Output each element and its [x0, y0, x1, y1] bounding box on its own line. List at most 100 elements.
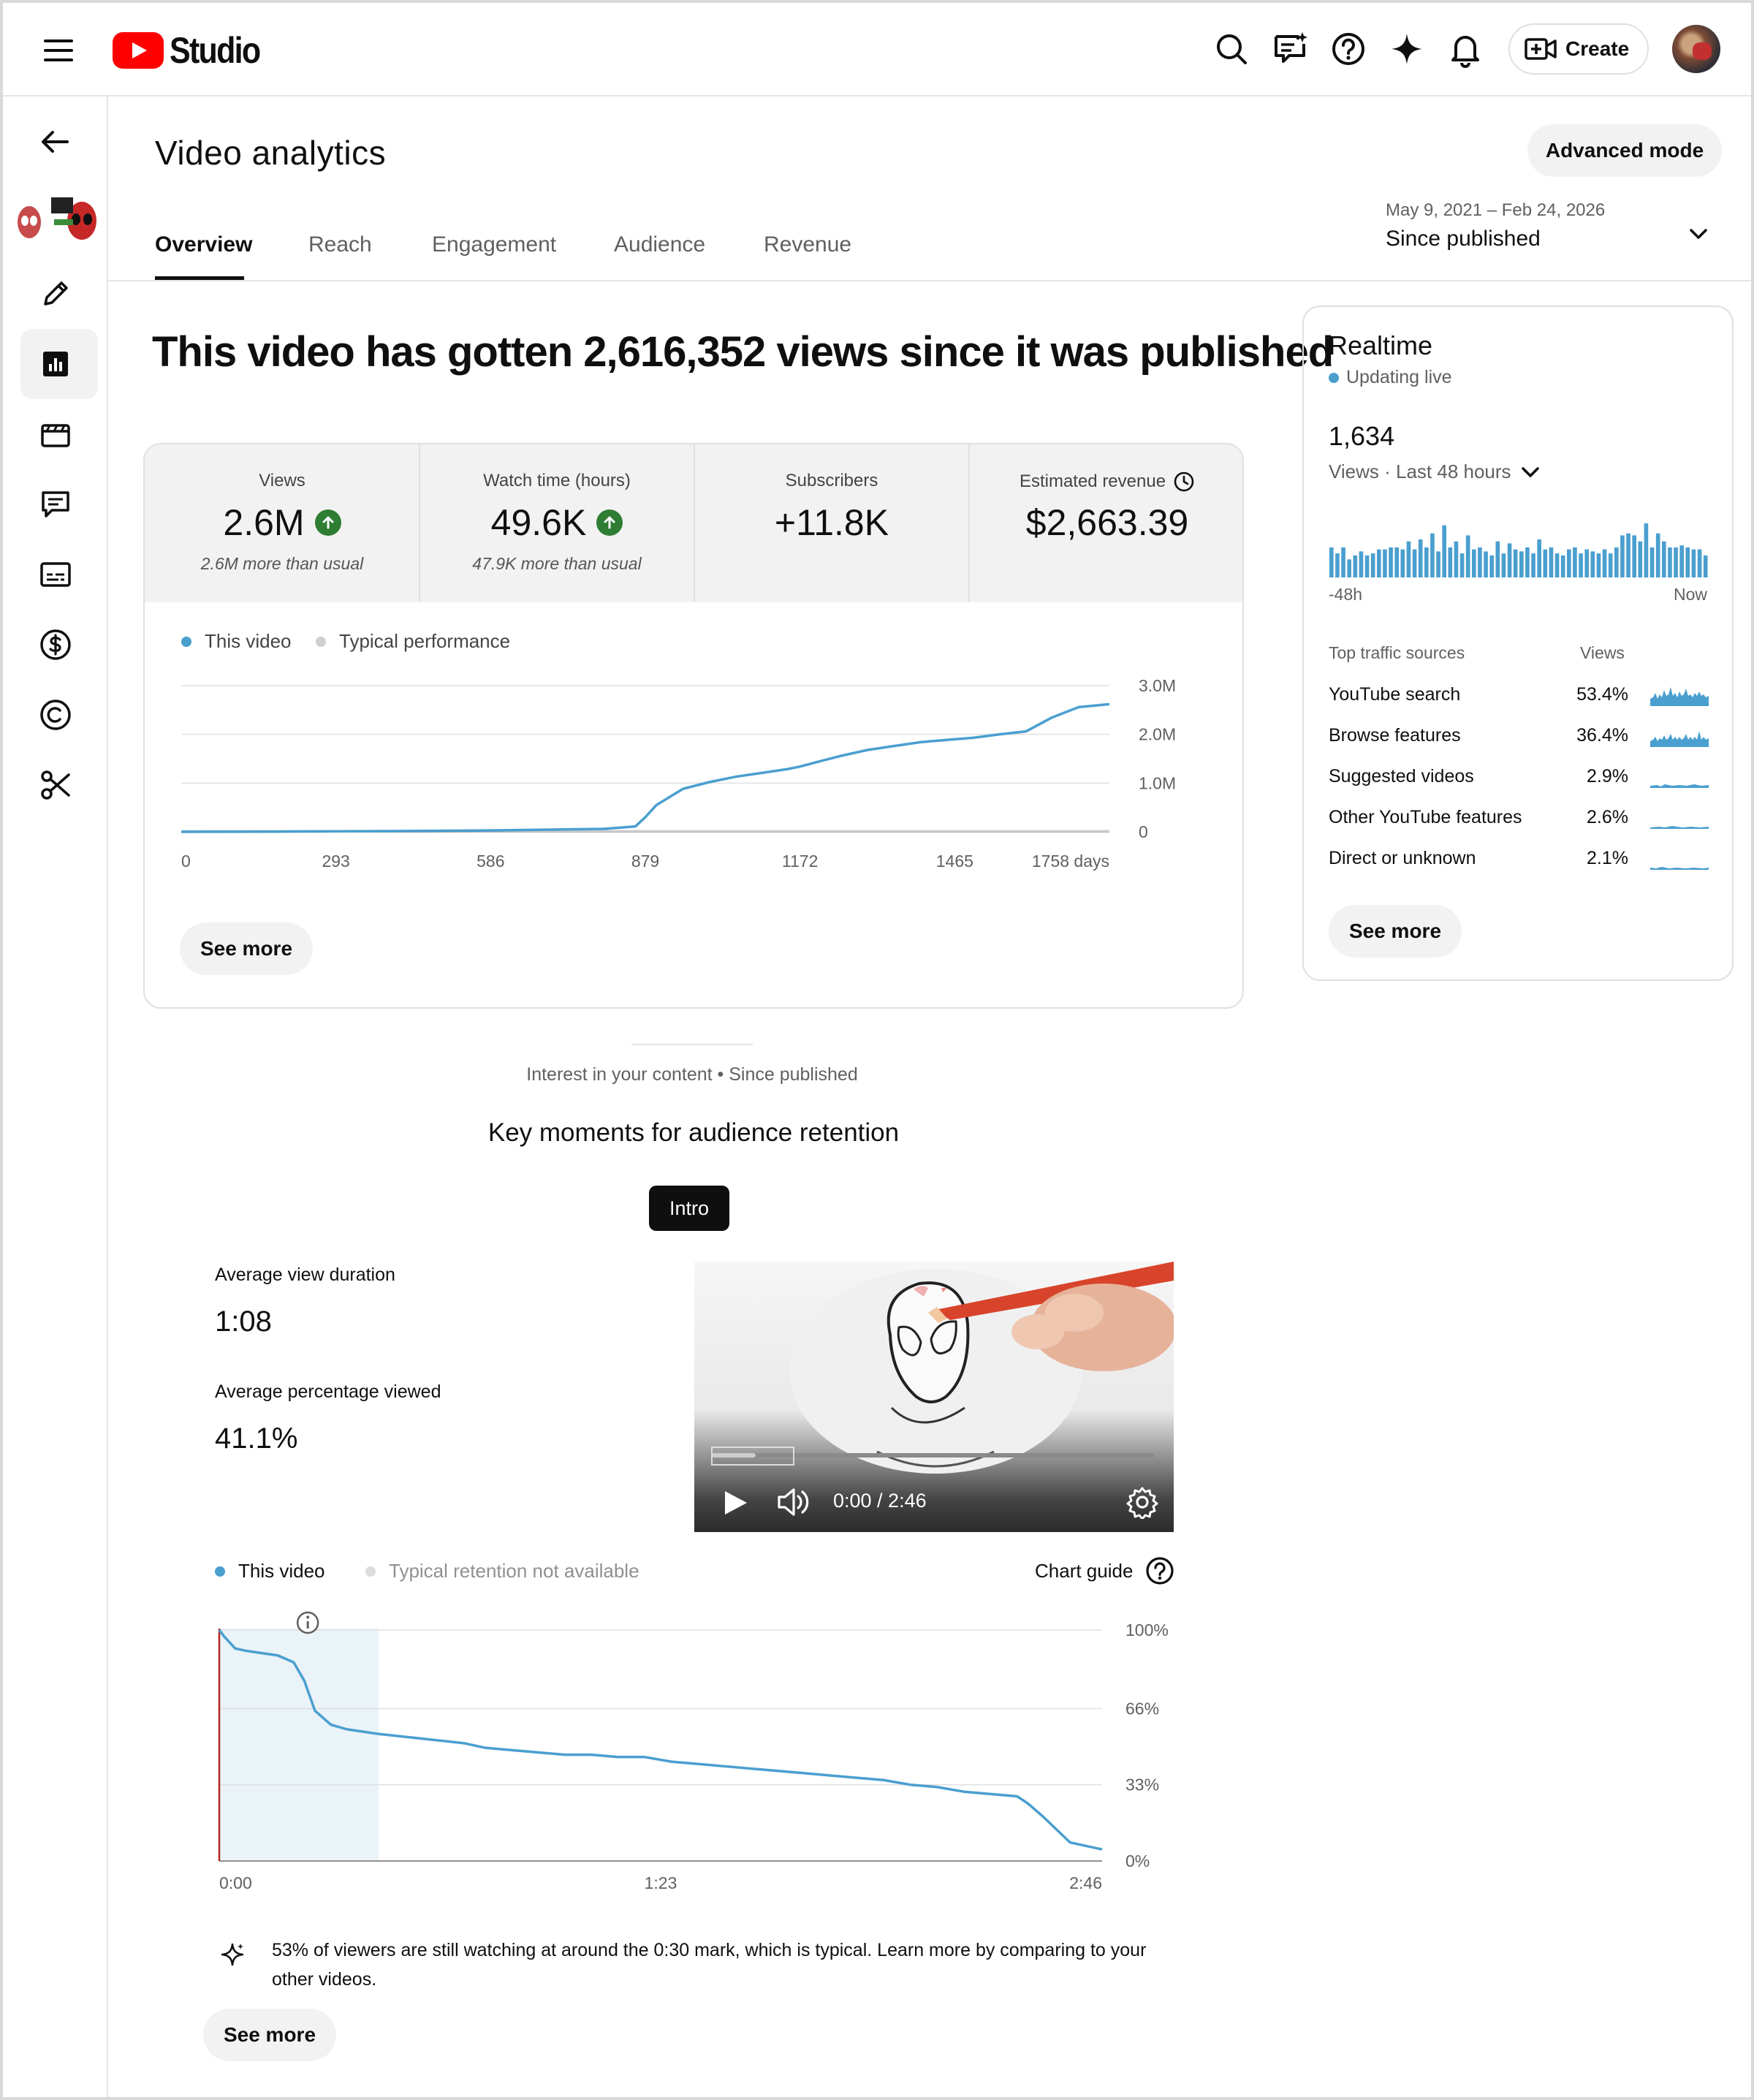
see-more-retention-button[interactable]: See more — [203, 2009, 336, 2061]
realtime-bar — [1430, 533, 1435, 577]
chart-guide-button[interactable]: Chart guide — [1035, 1555, 1175, 1586]
analytics-icon[interactable] — [37, 345, 75, 383]
sidebar — [3, 96, 108, 2097]
avg-view-duration-label: Average view duration — [215, 1265, 395, 1285]
legend-this-video: This video — [181, 630, 292, 653]
views-overview-card: Views 2.6M 2.6M more than usual Watch ti… — [143, 443, 1244, 1009]
traffic-source-row[interactable]: YouTube search 53.4% — [1329, 680, 1709, 709]
tab-audience[interactable]: Audience — [614, 232, 706, 257]
see-more-realtime-button[interactable]: See more — [1329, 905, 1462, 958]
tabs-divider — [108, 280, 1751, 281]
realtime-bar — [1359, 551, 1364, 577]
subtitles-icon[interactable] — [37, 556, 75, 594]
avatar[interactable] — [1672, 25, 1720, 73]
realtime-title: Realtime — [1329, 330, 1433, 360]
retention-chart[interactable]: 100% 66% 33% 0% 0:00 1:23 2:46 — [208, 1608, 1201, 1900]
copyright-icon[interactable] — [37, 696, 75, 734]
see-more-views-button[interactable]: See more — [180, 922, 313, 975]
retention-interest-label: Interest in your content • Since publish… — [526, 1064, 858, 1085]
realtime-bar — [1531, 553, 1535, 577]
settings-gear-icon[interactable] — [1125, 1485, 1159, 1519]
realtime-bar — [1590, 551, 1595, 577]
feedback-icon[interactable] — [1264, 23, 1316, 75]
y-tick-label: 1.0M — [1139, 773, 1176, 792]
top-bar: Studio — [3, 3, 1751, 96]
retention-insight: 53% of viewers are still watching at aro… — [272, 1940, 1147, 1990]
create-button[interactable]: Create — [1508, 23, 1649, 75]
help-icon[interactable] — [1323, 23, 1374, 75]
realtime-bar — [1537, 539, 1541, 577]
realtime-bar — [1549, 547, 1554, 577]
chart-guide-label: Chart guide — [1035, 1559, 1134, 1582]
traffic-source-row[interactable]: Browse features 36.4% — [1329, 721, 1709, 750]
metric-sub: 2.6M more than usual — [200, 554, 364, 573]
realtime-bar — [1626, 533, 1630, 577]
realtime-bar — [1448, 547, 1453, 577]
realtime-period-dropdown[interactable]: Views · Last 48 hours — [1329, 460, 1544, 483]
video-player[interactable]: 0:00 / 2:46 — [694, 1262, 1174, 1532]
metric-divider — [968, 444, 970, 602]
create-video-icon — [1525, 38, 1557, 60]
metric-views[interactable]: Views 2.6M 2.6M more than usual — [145, 444, 419, 602]
y-tick-label: 100% — [1125, 1621, 1169, 1640]
realtime-bar — [1638, 541, 1643, 577]
metric-value: 49.6K — [490, 502, 587, 543]
headline: This video has gotten 2,616,352 views si… — [152, 328, 1334, 376]
tab-engagement[interactable]: Engagement — [432, 232, 557, 257]
clapperboard-icon[interactable] — [37, 415, 75, 453]
legend-label: This video — [205, 630, 292, 652]
realtime-bar — [1406, 541, 1411, 577]
advanced-mode-button[interactable]: Advanced mode — [1527, 124, 1722, 177]
page-title: Video analytics — [155, 134, 387, 172]
back-arrow-icon[interactable] — [37, 123, 75, 161]
views-chart[interactable]: 3.0M 2.0M 1.0M 0 0 293 586 879 1172 1465 1758 days — [145, 664, 1244, 883]
traffic-source-row[interactable]: Suggested videos 2.9% — [1329, 762, 1709, 791]
play-icon[interactable] — [722, 1488, 750, 1517]
traffic-source-name: Other YouTube features — [1329, 807, 1522, 827]
realtime-bar — [1685, 547, 1690, 577]
realtime-bar — [1364, 555, 1370, 577]
tab-revenue[interactable]: Revenue — [764, 232, 852, 257]
legend-dot — [215, 1566, 225, 1577]
scissors-icon[interactable] — [37, 766, 75, 804]
realtime-bar — [1377, 549, 1381, 577]
realtime-bar — [1602, 549, 1607, 577]
comments-icon[interactable] — [37, 485, 75, 523]
bell-icon[interactable] — [1440, 23, 1491, 75]
traffic-source-row[interactable]: Other YouTube features 2.6% — [1329, 803, 1709, 832]
intro-chip[interactable]: Intro — [649, 1186, 729, 1231]
metric-watch-time[interactable]: Watch time (hours) 49.6K 47.9K more than… — [419, 444, 694, 602]
sparkle-icon[interactable] — [1381, 23, 1432, 75]
x-tick-label: 1:23 — [645, 1873, 677, 1892]
metric-revenue[interactable]: Estimated revenue $2,663.39 — [969, 444, 1242, 602]
metric-label: Subscribers — [785, 471, 878, 490]
avg-percentage-value: 41.1% — [215, 1422, 298, 1455]
traffic-source-row[interactable]: Direct or unknown 2.1% — [1329, 844, 1709, 873]
menu-icon[interactable] — [44, 39, 73, 61]
studio-logo[interactable]: Studio — [113, 29, 275, 72]
tab-overview[interactable]: Overview — [155, 232, 253, 257]
channel-thumbnail[interactable] — [15, 192, 102, 243]
metric-label-row: Estimated revenue — [969, 471, 1242, 493]
realtime-bar — [1584, 549, 1589, 577]
legend-dot — [365, 1566, 376, 1577]
retention-title: Key moments for audience retention — [487, 1118, 900, 1147]
live-label: Updating live — [1346, 367, 1452, 387]
dollar-icon[interactable] — [37, 626, 75, 664]
date-label[interactable]: Since published — [1386, 227, 1541, 251]
video-time: 0:00 / 2:46 — [833, 1490, 927, 1512]
date-range[interactable]: May 9, 2021 – Feb 24, 2026 — [1386, 200, 1606, 220]
realtime-bar-chart[interactable] — [1329, 519, 1709, 577]
chevron-down-icon[interactable] — [1684, 219, 1713, 249]
metric-subscribers[interactable]: Subscribers +11.8K — [694, 444, 969, 602]
tab-reach[interactable]: Reach — [308, 232, 372, 257]
volume-icon[interactable] — [776, 1485, 813, 1519]
realtime-bar — [1507, 543, 1512, 577]
realtime-bar — [1459, 553, 1465, 577]
metric-divider — [419, 444, 420, 602]
realtime-bar — [1655, 533, 1660, 577]
traffic-sparkline — [1650, 687, 1709, 706]
search-icon[interactable] — [1206, 23, 1257, 75]
realtime-bar — [1501, 553, 1506, 577]
pencil-icon[interactable] — [37, 275, 75, 313]
